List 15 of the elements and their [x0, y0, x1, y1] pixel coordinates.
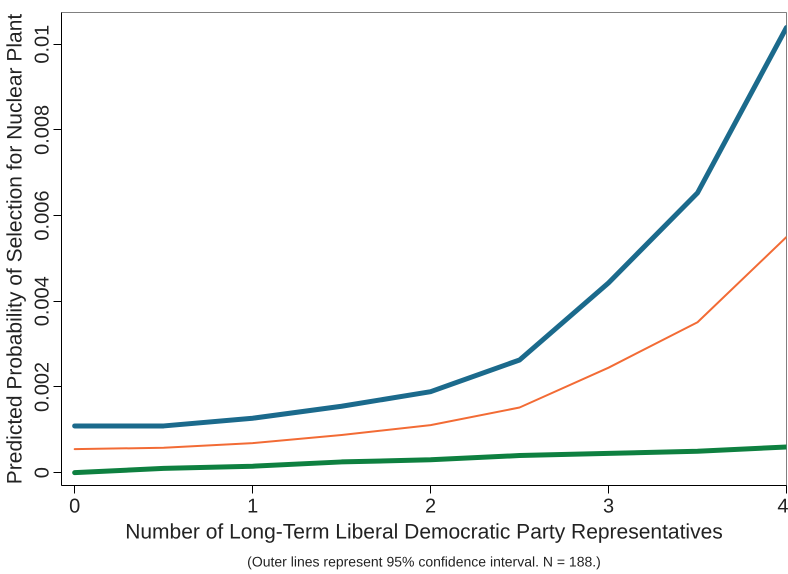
text: (Outer lines represent 95% confidence interval. N = 188.) — [247, 554, 601, 570]
y-tick-label: 0.002 — [32, 362, 54, 412]
y-tick-label: 0.006 — [32, 190, 54, 241]
x-tick-label: 1 — [247, 496, 258, 518]
y-tick-label: 0 — [32, 467, 54, 478]
x-tick-label: 2 — [425, 496, 436, 518]
line-series — [74, 236, 786, 450]
x-tick-label: 4 — [777, 496, 788, 518]
x-tick-label: 3 — [602, 496, 614, 518]
y-tick-label: 0.008 — [32, 104, 54, 155]
y-tick-label: 0.01 — [32, 24, 54, 64]
x-axis-title: Number of Long-Term Liberal Democratic Party Representatives — [125, 520, 723, 544]
y-axis-title: Predicted Probability of Selection for Nuclear Plant — [4, 14, 26, 484]
x-tick-label: 0 — [69, 496, 80, 518]
y-tick-label: 0.004 — [32, 276, 54, 326]
